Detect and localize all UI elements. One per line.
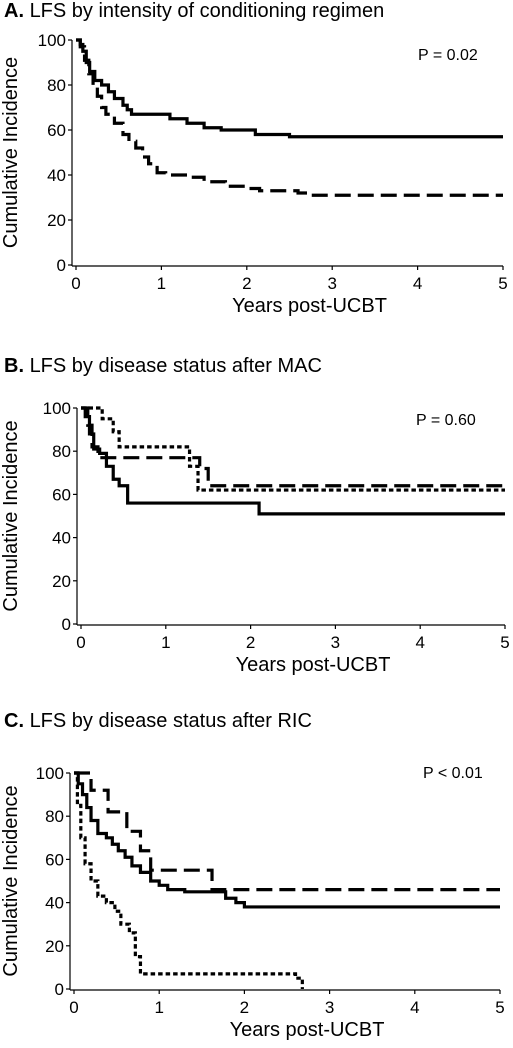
- y-tick-label: 80: [47, 76, 66, 95]
- p-value-annotation: P = 0.60: [416, 412, 476, 429]
- y-tick-label: 100: [36, 764, 64, 783]
- x-tick-label: 5: [498, 274, 507, 293]
- x-tick-label: 4: [410, 998, 419, 1017]
- curve-solid: [76, 38, 503, 139]
- x-tick-label: 0: [71, 274, 80, 293]
- x-tick-label: 3: [327, 274, 336, 293]
- x-tick-label: 2: [240, 998, 249, 1017]
- y-tick-label: 40: [47, 166, 66, 185]
- y-tick-label: 60: [52, 485, 71, 504]
- curve-dotted: [81, 406, 505, 492]
- y-tick-label: 80: [52, 442, 71, 461]
- y-tick-label: 0: [55, 980, 64, 999]
- panel-title: C. LFS by disease status after RIC: [4, 710, 312, 733]
- x-tick-label: 0: [69, 998, 78, 1017]
- panel-title: B. LFS by disease status after MAC: [4, 355, 322, 378]
- line-chart-b: 0 20 40 60 80 100 0 1 2 3 4 5 Years post-UCBT Cumulat…: [0, 399, 510, 676]
- y-tick-label: 0: [57, 256, 66, 275]
- y-tick-label: 20: [52, 572, 71, 591]
- curve-dashed: [81, 406, 505, 488]
- p-value-annotation: P < 0.01: [423, 765, 483, 782]
- line-chart-a: 0 20 40 60 80 100 0 1 2 3 4 5 Years post-UCBT Cumulat…: [0, 31, 508, 317]
- curve-solid: [74, 771, 500, 909]
- y-tick-label: 20: [47, 211, 66, 230]
- y-tick-label: 20: [45, 937, 64, 956]
- y-axis-label: Cumulative Incidence: [0, 57, 22, 248]
- x-tick-label: 4: [413, 274, 422, 293]
- x-axis-label: Years post-UCBT: [236, 654, 391, 676]
- curve-dashed: [74, 771, 500, 892]
- x-axis-label: Years post-UCBT: [230, 1019, 385, 1041]
- y-tick-label: 80: [45, 807, 64, 826]
- x-tick-label: 3: [331, 633, 340, 652]
- curve-solid: [81, 406, 505, 516]
- y-tick-label: 0: [62, 615, 71, 634]
- chart-panel-a: A. LFS by intensity of conditioning regi…: [0, 0, 513, 340]
- y-axis-label: Cumulative Incidence: [0, 785, 22, 976]
- x-tick-label: 5: [495, 998, 504, 1017]
- y-axis-label: Cumulative Incidence: [0, 420, 22, 611]
- panel-letter: B.: [4, 355, 24, 377]
- y-tick-label: 60: [45, 850, 64, 869]
- x-tick-label: 0: [76, 633, 85, 652]
- x-tick-label: 4: [415, 633, 424, 652]
- y-tick-label: 100: [38, 31, 66, 50]
- y-tick-label: 60: [47, 121, 66, 140]
- x-axis-label: Years post-UCBT: [232, 295, 387, 317]
- curve-dashed: [76, 38, 503, 197]
- panel-letter: C.: [4, 710, 24, 732]
- y-tick-label: 40: [45, 894, 64, 913]
- chart-panel-b: B. LFS by disease status after MAC 0 20 40…: [0, 355, 513, 700]
- x-tick-label: 2: [246, 633, 255, 652]
- panel-title-text: LFS by intensity of conditioning regimen: [29, 0, 385, 22]
- chart-panel-c: C. LFS by disease status after RIC 0 20 40…: [0, 710, 513, 1048]
- panel-title-text: LFS by disease status after MAC: [29, 355, 322, 377]
- y-tick-label: 100: [43, 399, 71, 418]
- x-tick-label: 2: [242, 274, 251, 293]
- line-chart-c: 0 20 40 60 80 100 0 1 2 3 4 5 Years post-UCBT Cumulat…: [0, 764, 505, 1041]
- panel-title: A. LFS by intensity of conditioning regi…: [4, 0, 384, 23]
- panel-title-text: LFS by disease status after RIC: [29, 710, 312, 732]
- x-tick-label: 1: [154, 998, 163, 1017]
- curve-dotted: [74, 771, 304, 989]
- x-tick-label: 5: [500, 633, 509, 652]
- panel-letter: A.: [4, 0, 24, 22]
- y-tick-label: 40: [52, 529, 71, 548]
- x-tick-label: 1: [157, 274, 166, 293]
- x-tick-label: 3: [325, 998, 334, 1017]
- p-value-annotation: P = 0.02: [418, 47, 478, 64]
- x-tick-label: 1: [161, 633, 170, 652]
